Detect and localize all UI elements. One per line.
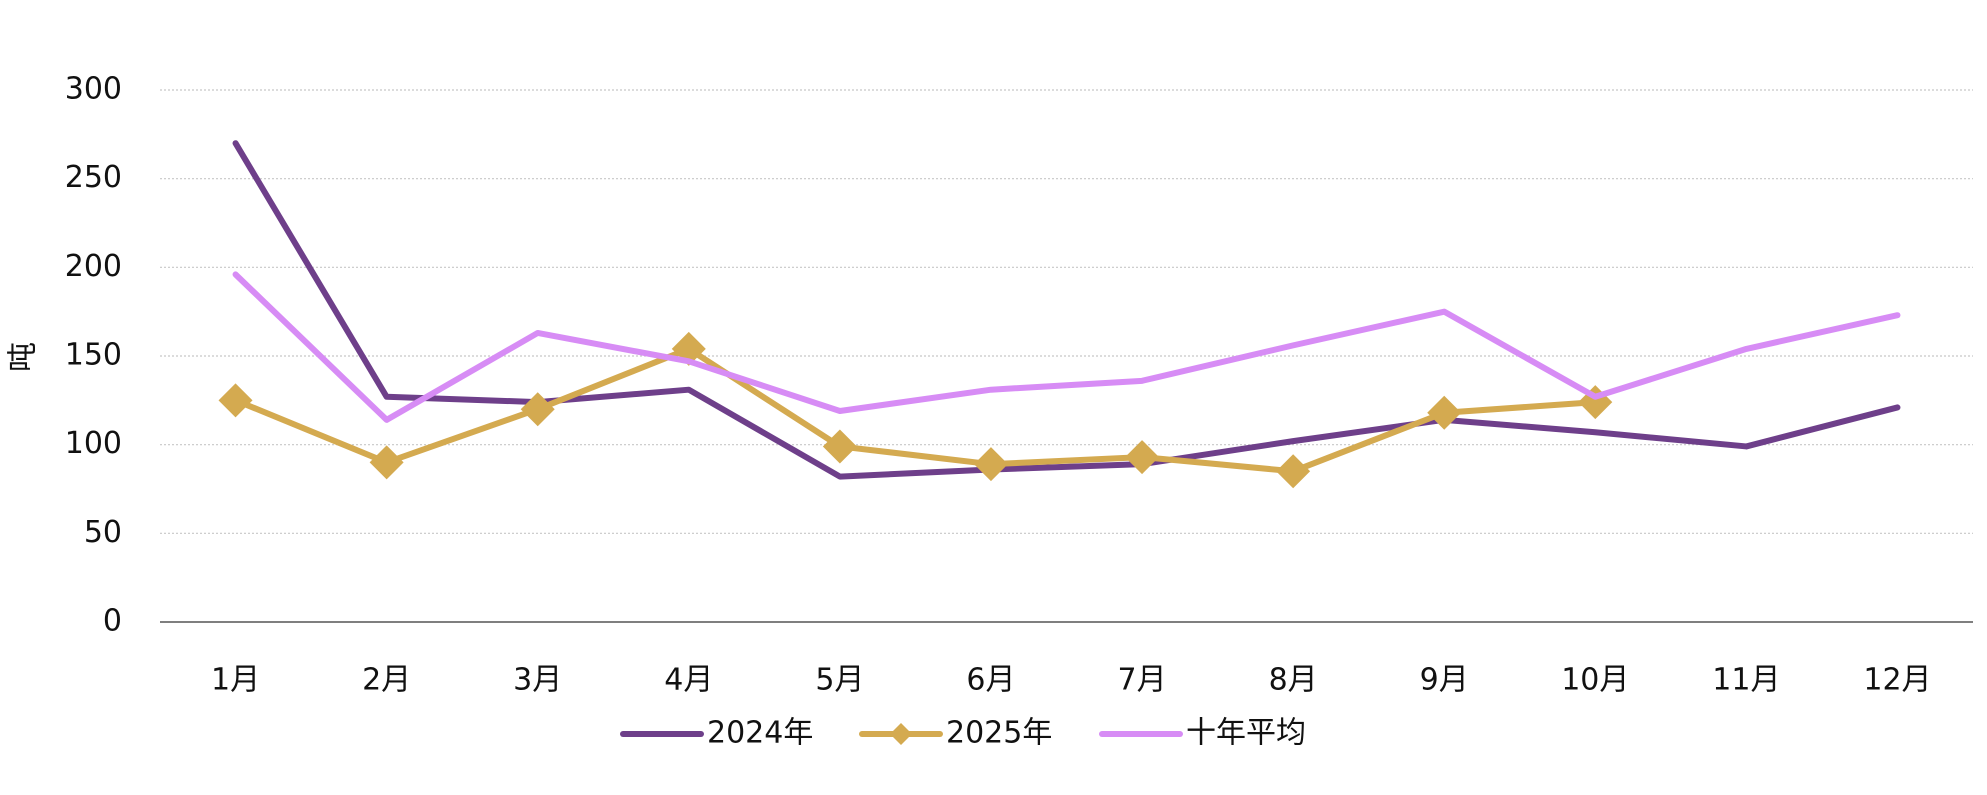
- data-marker: [1125, 440, 1160, 475]
- data-marker: [822, 429, 857, 464]
- y-axis-title: 吨: [6, 342, 41, 372]
- legend-label: 十年平均: [1186, 716, 1306, 751]
- x-tick-label: 4月: [664, 663, 713, 698]
- series-line: [232, 271, 1901, 423]
- x-tick-label: 10月: [1561, 663, 1629, 698]
- series-line: [232, 345, 1599, 475]
- x-tick-label: 2月: [362, 663, 411, 698]
- data-marker: [369, 445, 404, 480]
- x-tick-label: 8月: [1269, 663, 1318, 698]
- x-tick-label: 7月: [1117, 663, 1166, 698]
- y-tick-label: 200: [65, 249, 122, 284]
- y-tick-label: 0: [103, 604, 122, 639]
- x-tick-label: 12月: [1863, 663, 1931, 698]
- data-marker: [520, 392, 555, 427]
- x-tick-label: 5月: [815, 663, 864, 698]
- data-marker: [1427, 395, 1462, 430]
- y-tick-label: 250: [65, 160, 122, 195]
- x-tick-label: 11月: [1712, 663, 1780, 698]
- x-tick-label: 6月: [966, 663, 1015, 698]
- x-tick-label: 1月: [211, 663, 260, 698]
- x-tick-label: 3月: [513, 663, 562, 698]
- legend-label: 2025年: [946, 716, 1052, 751]
- y-tick-label: 50: [84, 515, 122, 550]
- data-marker: [1276, 454, 1311, 489]
- x-tick-label: 9月: [1420, 663, 1469, 698]
- y-tick-label: 100: [65, 426, 122, 461]
- legend-label: 2024年: [707, 716, 813, 751]
- y-tick-label: 150: [65, 338, 122, 373]
- data-marker: [218, 383, 253, 418]
- legend-marker: [890, 723, 912, 745]
- y-tick-label: 300: [65, 72, 122, 107]
- data-marker: [973, 447, 1008, 482]
- series-line: [232, 140, 1901, 480]
